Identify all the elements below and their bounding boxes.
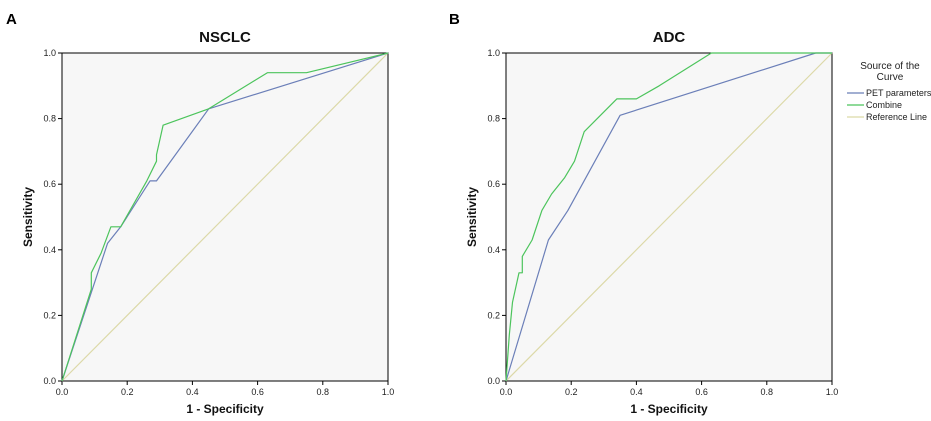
panel-b-letter: B <box>449 11 460 28</box>
axis-ticks-nsclc: 0.0 0.2 0.4 0.6 0.8 1.0 0.0 0.2 0.4 0.6 0.8 1.0 <box>43 48 394 397</box>
legend-label-reference-line: Reference Line <box>866 112 927 122</box>
y-tick-label-adc-1: 0.2 <box>487 310 500 320</box>
y-tick-label-nsclc-2: 0.4 <box>43 245 56 255</box>
y-tick-label-adc-2: 0.4 <box>487 245 500 255</box>
legend-label-combine: Combine <box>866 100 902 110</box>
axis-ticks-adc: 0.0 0.2 0.4 0.6 0.8 1.0 0.0 0.2 0.4 0.6 0.8 1.0 <box>487 48 838 397</box>
y-tick-label-adc-0: 0.0 <box>487 376 500 386</box>
x-tick-label-nsclc-0: 0.0 <box>56 387 69 397</box>
x-tick-label-nsclc-3: 0.6 <box>251 387 264 397</box>
y-tick-label-adc-3: 0.6 <box>487 179 500 189</box>
chart-nsclc: NSCLC 1 - Specificity Sensitivity 0.0 0.2… <box>21 29 394 416</box>
x-tick-label-adc-5: 1.0 <box>826 387 839 397</box>
x-tick-label-adc-0: 0.0 <box>500 387 513 397</box>
series-line-combine-adc <box>505 52 832 382</box>
x-tick-label-adc-4: 0.8 <box>761 387 774 397</box>
legend-item-combine: Combine <box>847 100 902 110</box>
series-line-combine-nsclc <box>61 52 389 382</box>
x-tick-label-nsclc-2: 0.4 <box>186 387 199 397</box>
series-adc <box>505 52 833 382</box>
y-axis-title-nsclc: Sensitivity <box>21 187 35 247</box>
x-tick-label-nsclc-5: 1.0 <box>382 387 395 397</box>
x-axis-title-adc: 1 - Specificity <box>630 402 708 416</box>
legend: Source of the Curve PET parameters Combi… <box>847 61 931 122</box>
legend-title-line-1: Source of the <box>860 61 920 72</box>
chart-title-adc: ADC <box>653 29 686 46</box>
y-tick-label-nsclc-4: 0.8 <box>43 114 56 124</box>
y-tick-label-nsclc-0: 0.0 <box>43 376 56 386</box>
x-tick-label-adc-3: 0.6 <box>695 387 708 397</box>
x-tick-label-nsclc-4: 0.8 <box>317 387 330 397</box>
y-tick-label-adc-4: 0.8 <box>487 114 500 124</box>
chart-title-nsclc: NSCLC <box>199 29 251 46</box>
legend-item-pet-parameters: PET parameters <box>847 88 931 98</box>
x-tick-label-nsclc-1: 0.2 <box>121 387 134 397</box>
legend-label-pet-parameters: PET parameters <box>866 88 931 98</box>
y-tick-label-nsclc-5: 1.0 <box>43 48 56 58</box>
y-tick-label-adc-5: 1.0 <box>487 48 500 58</box>
x-axis-title-nsclc: 1 - Specificity <box>186 402 264 416</box>
legend-item-reference-line: Reference Line <box>847 112 927 122</box>
chart-adc: ADC 1 - Specificity Sensitivity 0.0 0.2 0.… <box>465 29 838 416</box>
series-line-reference-line-nsclc <box>61 52 389 382</box>
series-line-reference-line-adc <box>505 52 833 382</box>
y-axis-title-adc: Sensitivity <box>465 187 479 247</box>
panel-a-letter: A <box>6 11 17 28</box>
x-tick-label-adc-1: 0.2 <box>565 387 578 397</box>
series-nsclc <box>61 52 389 382</box>
y-tick-label-nsclc-3: 0.6 <box>43 179 56 189</box>
x-tick-label-adc-2: 0.4 <box>630 387 643 397</box>
legend-title-line-2: Curve <box>877 72 904 83</box>
y-tick-label-nsclc-1: 0.2 <box>43 310 56 320</box>
